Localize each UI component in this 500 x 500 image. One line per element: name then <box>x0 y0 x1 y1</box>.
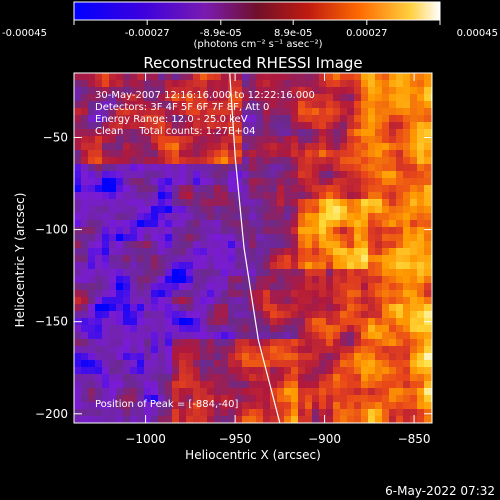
colorbar: -0.00045 -0.00027 -8.9e-05 8.9e-05 0.00027 0.… <box>2 1 498 50</box>
x-axis-label: Heliocentric X (arcsec) <box>185 448 321 462</box>
y-tick-label: −50 <box>43 130 68 144</box>
x-tick-label: −1000 <box>125 432 166 446</box>
colorbar-tick-label: -0.00027 <box>125 28 170 39</box>
y-tick-label: −150 <box>35 315 68 329</box>
colorbar-tick-label: -0.00045 <box>2 28 47 39</box>
x-axis-ticks: −1000 −950 −900 −850 <box>125 73 431 446</box>
image-panel <box>74 73 432 423</box>
x-tick-label: −900 <box>308 432 341 446</box>
colorbar-tick-label: 0.00045 <box>457 28 498 39</box>
solar-limb-curve <box>229 73 281 423</box>
x-tick-label: −850 <box>398 432 431 446</box>
reconstructed-image-pixels <box>74 73 432 423</box>
colorbar-units-label: (photons cm⁻² s⁻¹ asec⁻²) <box>193 39 322 50</box>
y-tick-label: −100 <box>35 223 68 237</box>
info-text-block: 30-May-2007 12:16:16.000 to 12:22:16.000… <box>95 90 315 137</box>
footer-date: 6-May-2022 07:32 <box>385 484 495 498</box>
colorbar-tick-label: 8.9e-05 <box>274 28 312 39</box>
colorbar-gradient <box>73 1 441 21</box>
colorbar-tick-label: -8.9e-05 <box>200 28 242 39</box>
y-tick-label: −200 <box>35 407 68 421</box>
info-clean-counts: Clean Total counts: 1.27E+04 <box>95 126 255 137</box>
info-time-range: 30-May-2007 12:16:16.000 to 12:22:16.000 <box>95 90 315 101</box>
plot-frame <box>73 72 433 424</box>
plot-title: Reconstructed RHESSI Image <box>143 54 362 72</box>
colorbar-tick-label: 0.00027 <box>346 28 387 39</box>
colorbar-ticks: -0.00045 -0.00027 -8.9e-05 8.9e-05 0.00027 0.… <box>2 20 498 39</box>
peak-position-label: Position of Peak = [-884,-40] <box>95 399 239 410</box>
info-detectors: Detectors: 3F 4F 5F 6F 7F 8F, Att 0 <box>95 102 269 113</box>
info-energy-range: Energy Range: 12.0 - 25.0 keV <box>95 114 248 125</box>
x-tick-label: −950 <box>219 432 252 446</box>
y-axis-ticks: −50 −100 −150 −200 <box>35 130 432 421</box>
y-axis-label: Heliocentric Y (arcsec) <box>13 193 27 328</box>
